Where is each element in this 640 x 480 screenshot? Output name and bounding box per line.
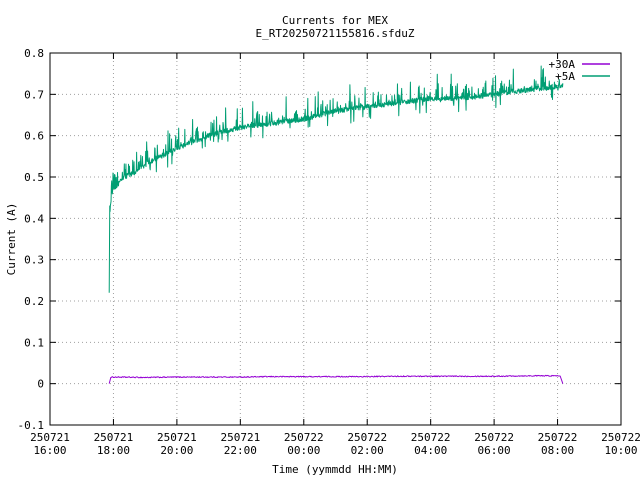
x-tick-label-time: 08:00 <box>541 444 574 457</box>
x-tick-label-date: 250722 <box>474 431 514 444</box>
x-tick-label-time: 02:00 <box>351 444 384 457</box>
x-tick-label-time: 16:00 <box>33 444 66 457</box>
x-tick-label-time: 20:00 <box>160 444 193 457</box>
x-tick-label-date: 250722 <box>601 431 640 444</box>
x-tick-label-time: 10:00 <box>604 444 637 457</box>
x-tick-label-date: 250722 <box>538 431 578 444</box>
x-tick-label-date: 250722 <box>347 431 387 444</box>
legend-label: +30A <box>549 58 576 71</box>
x-tick-label-time: 18:00 <box>97 444 130 457</box>
plot-frame <box>49 52 622 426</box>
y-tick-label: 0.5 <box>24 171 44 184</box>
legend: +30A+5A <box>549 58 610 83</box>
y-tick-label: 0.1 <box>24 336 44 349</box>
x-tick-label-time: 06:00 <box>478 444 511 457</box>
series-line <box>108 374 564 384</box>
x-tick-label-time: 22:00 <box>224 444 257 457</box>
x-tick-label-time: 00:00 <box>287 444 320 457</box>
x-tick-label-time: 04:00 <box>414 444 447 457</box>
y-axis-label: Current (A) <box>5 203 18 276</box>
chart-title: Currents for MEX <box>282 14 388 27</box>
x-tick-label-date: 250722 <box>411 431 451 444</box>
x-tick-label-date: 250721 <box>220 431 260 444</box>
y-tick-label: 0.7 <box>24 88 44 101</box>
x-axis-label: Time (yymmdd HH:MM) <box>272 463 398 476</box>
y-tick-label: 0.8 <box>24 47 44 60</box>
legend-label: +5A <box>555 70 575 83</box>
x-axis-tick-labels: 25072116:0025072118:0025072120:002507212… <box>30 431 640 457</box>
y-tick-label: 0 <box>37 378 44 391</box>
series-lines <box>108 65 564 384</box>
x-tick-label-date: 250721 <box>157 431 197 444</box>
y-tick-label: -0.1 <box>18 419 45 432</box>
y-axis-tick-labels: -0.1 0 0.1 0.2 0.3 0.4 0.5 0.6 0.7 0.8 <box>18 47 45 432</box>
x-tick-label-date: 250721 <box>94 431 134 444</box>
axis-ticks <box>49 52 622 426</box>
y-tick-label: 0.3 <box>24 254 44 267</box>
x-tick-label-date: 250722 <box>284 431 324 444</box>
y-tick-label: 0.2 <box>24 295 44 308</box>
chart-subtitle: E_RT20250721155816.sfduZ <box>256 27 415 40</box>
series-line <box>108 65 564 293</box>
x-tick-label-date: 250721 <box>30 431 70 444</box>
y-tick-label: 0.4 <box>24 212 44 225</box>
y-tick-label: 0.6 <box>24 130 44 143</box>
